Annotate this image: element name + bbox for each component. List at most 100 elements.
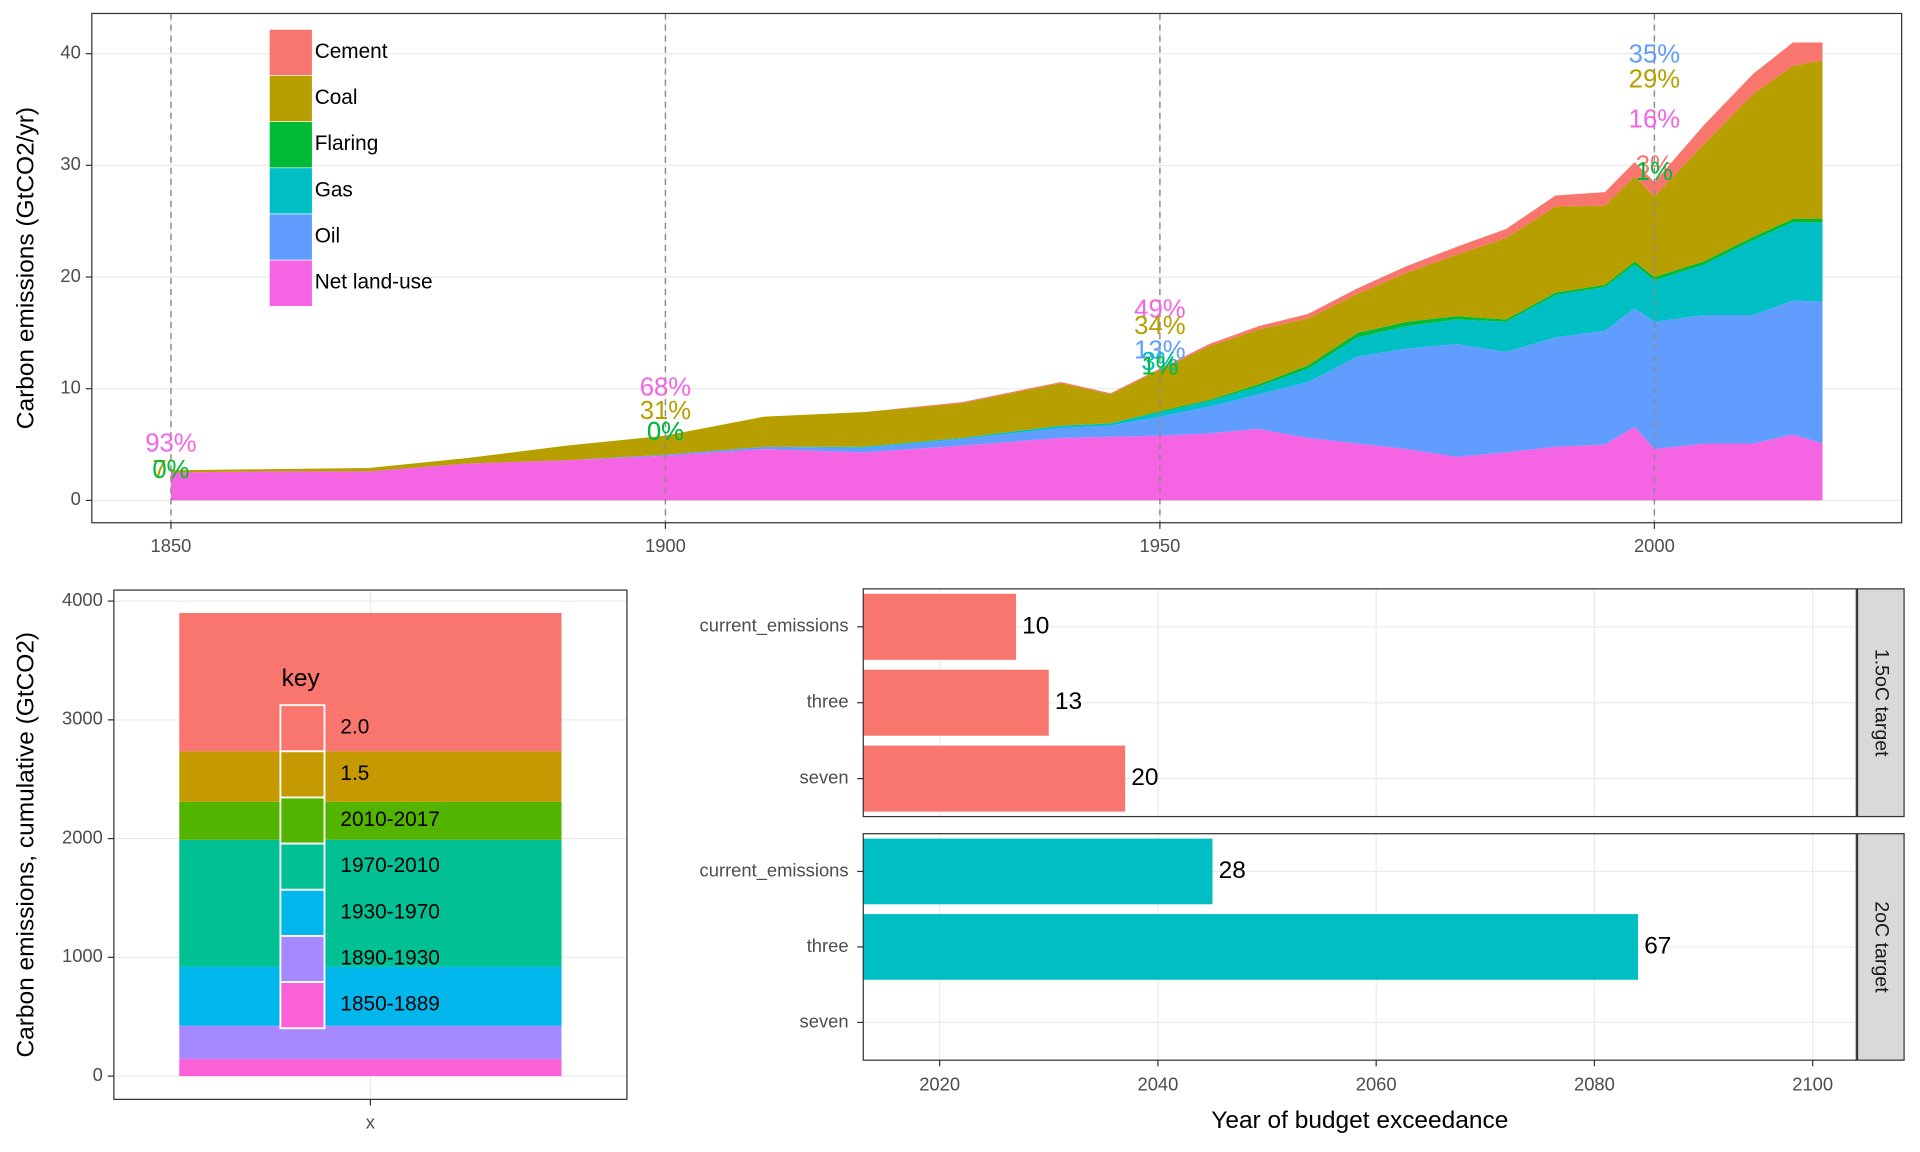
x-tick-label: 1950	[1139, 535, 1180, 556]
panel-border	[91, 12, 1903, 524]
x-tick-label: 1900	[645, 535, 686, 556]
annotation: 3%	[1636, 151, 1673, 179]
y-tick-label: three	[807, 691, 849, 712]
facet-strip	[1856, 588, 1905, 818]
panel-border	[862, 588, 1857, 818]
x-tick-label: 2000	[1634, 535, 1675, 556]
legend-swatch	[269, 213, 313, 261]
annotation: 16%	[1629, 105, 1680, 133]
legend-swatch	[279, 750, 326, 799]
y-tick-label: 3000	[62, 708, 103, 729]
legend-swatch	[279, 796, 326, 845]
legend-swatch	[279, 935, 326, 983]
x-axis-title: Year of budget exceedance	[1211, 1107, 1508, 1134]
legend-label: Flaring	[315, 132, 379, 155]
facet-strip	[1856, 833, 1905, 1061]
x-tick-label: 2100	[1792, 1074, 1833, 1095]
annotation: 34%	[1134, 312, 1185, 340]
annotation: 3%	[1141, 348, 1178, 376]
bar-segment	[179, 1025, 562, 1059]
annotation: 93%	[145, 429, 196, 457]
x-tick-label: 2020	[919, 1074, 960, 1095]
legend-label: Coal	[315, 86, 358, 109]
annotation: 49%	[1134, 295, 1185, 323]
x-tick-label: 2040	[1137, 1074, 1178, 1095]
legend-label: 1.5	[340, 762, 369, 785]
facet-label: 2oC target	[1871, 901, 1893, 993]
data-label: 20	[1131, 764, 1158, 791]
legend-label: 1970-2010	[340, 854, 439, 877]
bar	[863, 914, 1639, 980]
panel-border	[862, 833, 1857, 1061]
annotation: 0%	[647, 418, 684, 446]
y-tick-label: 4000	[62, 589, 103, 610]
annotation: 0%	[647, 418, 684, 446]
y-tick-label: 0	[93, 1064, 103, 1085]
bar	[863, 745, 1126, 812]
annotation: 68%	[640, 374, 691, 402]
bar-segment	[179, 751, 562, 802]
y-tick-label: current_emissions	[700, 859, 849, 881]
bar	[863, 593, 1017, 660]
annotation: 13%	[1134, 337, 1185, 365]
y-tick-label: 30	[60, 153, 80, 174]
annotation: 0%	[152, 456, 189, 484]
legend-swatch	[279, 704, 326, 753]
y-tick-label: seven	[800, 1010, 849, 1031]
legend-title: key	[282, 665, 321, 692]
annotation: 31%	[640, 397, 691, 425]
legend-label: Net land-use	[315, 271, 433, 294]
legend-label: 1850-1889	[340, 993, 439, 1016]
legend-label: 1890-1930	[340, 947, 439, 970]
legend-swatch	[269, 29, 313, 76]
annotation: 7%	[152, 456, 189, 484]
legend-swatch	[269, 121, 313, 169]
bar-segment	[179, 612, 562, 752]
legend-swatch	[269, 167, 313, 215]
legend-swatch	[279, 842, 326, 891]
y-tick-label: three	[807, 935, 849, 956]
area	[170, 222, 1823, 473]
area	[170, 300, 1823, 473]
y-tick-label: current_emissions	[700, 615, 849, 637]
legend-swatch	[269, 75, 313, 122]
legend-label: Cement	[315, 40, 388, 63]
x-tick-label: 2060	[1356, 1074, 1397, 1095]
bar-segment	[179, 839, 562, 967]
bar-segment	[179, 1058, 562, 1077]
y-tick-label: 0	[71, 488, 81, 509]
y-tick-label: 20	[60, 265, 80, 286]
legend-label: 2.0	[340, 716, 369, 739]
area	[170, 426, 1823, 501]
annotation: 35%	[1629, 41, 1680, 69]
annotation: 29%	[1629, 65, 1680, 93]
annotation: 1%	[1636, 158, 1673, 186]
legend-label: 1930-1970	[340, 900, 439, 923]
y-tick-label: seven	[800, 766, 849, 787]
bar-segment	[179, 966, 562, 1026]
area	[170, 60, 1823, 473]
annotation: 1%	[1141, 352, 1178, 380]
x-tick-label: x	[366, 1112, 375, 1133]
data-label: 67	[1644, 932, 1671, 959]
panel-border	[113, 589, 628, 1100]
y-tick-label: 1000	[62, 945, 103, 966]
legend-swatch	[279, 981, 326, 1030]
data-label: 10	[1022, 612, 1049, 639]
y-axis-title: Carbon emissions (GtCO2/yr)	[12, 107, 39, 429]
bar-segment	[179, 801, 562, 840]
bar	[863, 838, 1213, 905]
x-tick-label: 1850	[151, 535, 192, 556]
bar	[863, 669, 1049, 736]
legend-label: Gas	[315, 178, 353, 201]
legend-label: 2010-2017	[340, 808, 439, 831]
data-label: 28	[1219, 857, 1246, 884]
y-tick-label: 10	[60, 377, 80, 398]
y-tick-label: 40	[60, 42, 80, 63]
legend-swatch	[279, 888, 326, 937]
y-tick-label: 2000	[62, 826, 103, 847]
legend-swatch	[269, 259, 313, 307]
data-label: 13	[1055, 688, 1082, 715]
